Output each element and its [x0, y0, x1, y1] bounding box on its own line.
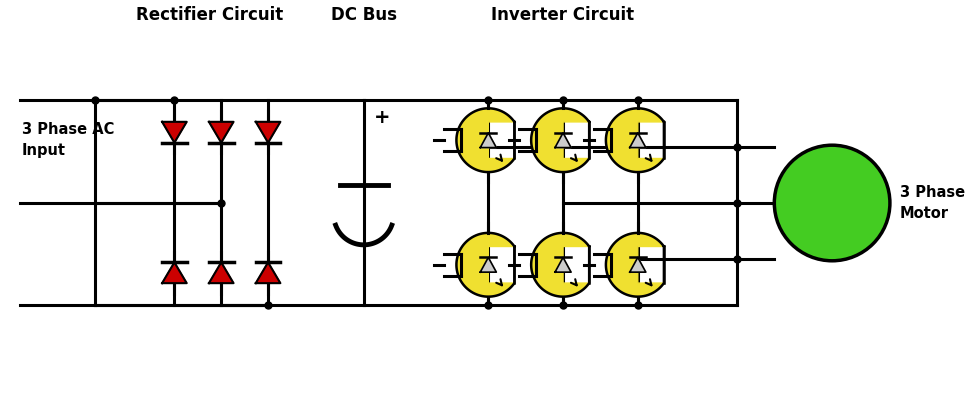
Polygon shape	[606, 233, 663, 297]
Text: DC Bus: DC Bus	[330, 6, 397, 24]
Text: 3 Phase
Motor: 3 Phase Motor	[900, 185, 965, 221]
Polygon shape	[555, 133, 571, 148]
Polygon shape	[480, 258, 496, 272]
Polygon shape	[457, 108, 514, 172]
Polygon shape	[630, 258, 646, 272]
Text: +: +	[373, 108, 390, 127]
Polygon shape	[480, 133, 496, 148]
Polygon shape	[630, 133, 646, 148]
Polygon shape	[209, 122, 233, 143]
Polygon shape	[531, 233, 589, 297]
Polygon shape	[162, 262, 187, 283]
Text: Inverter Circuit: Inverter Circuit	[492, 6, 635, 24]
Circle shape	[774, 145, 890, 261]
Polygon shape	[531, 108, 589, 172]
Polygon shape	[256, 122, 280, 143]
Polygon shape	[606, 108, 663, 172]
Polygon shape	[209, 262, 233, 283]
Polygon shape	[256, 262, 280, 283]
Polygon shape	[555, 258, 571, 272]
Text: Rectifier Circuit: Rectifier Circuit	[135, 6, 283, 24]
Polygon shape	[162, 122, 187, 143]
Text: 3 Phase AC
Input: 3 Phase AC Input	[22, 122, 115, 158]
Polygon shape	[457, 233, 514, 297]
